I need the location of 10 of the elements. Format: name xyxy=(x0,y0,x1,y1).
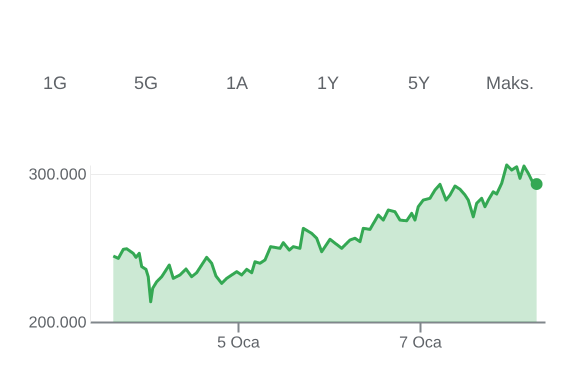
text: 5Y xyxy=(408,73,430,93)
text: 1Y xyxy=(316,73,340,93)
text: Maks. xyxy=(486,73,534,93)
y-tick-label: 200.000 xyxy=(28,314,87,332)
x-tick-label: 5 Oca xyxy=(217,334,260,352)
x-tick-label: 7 Oca xyxy=(399,334,442,352)
text: 1G xyxy=(42,73,68,93)
text: 1A xyxy=(226,73,248,93)
y-tick-label: 300.000 xyxy=(28,166,87,184)
text: 5G xyxy=(134,73,158,93)
